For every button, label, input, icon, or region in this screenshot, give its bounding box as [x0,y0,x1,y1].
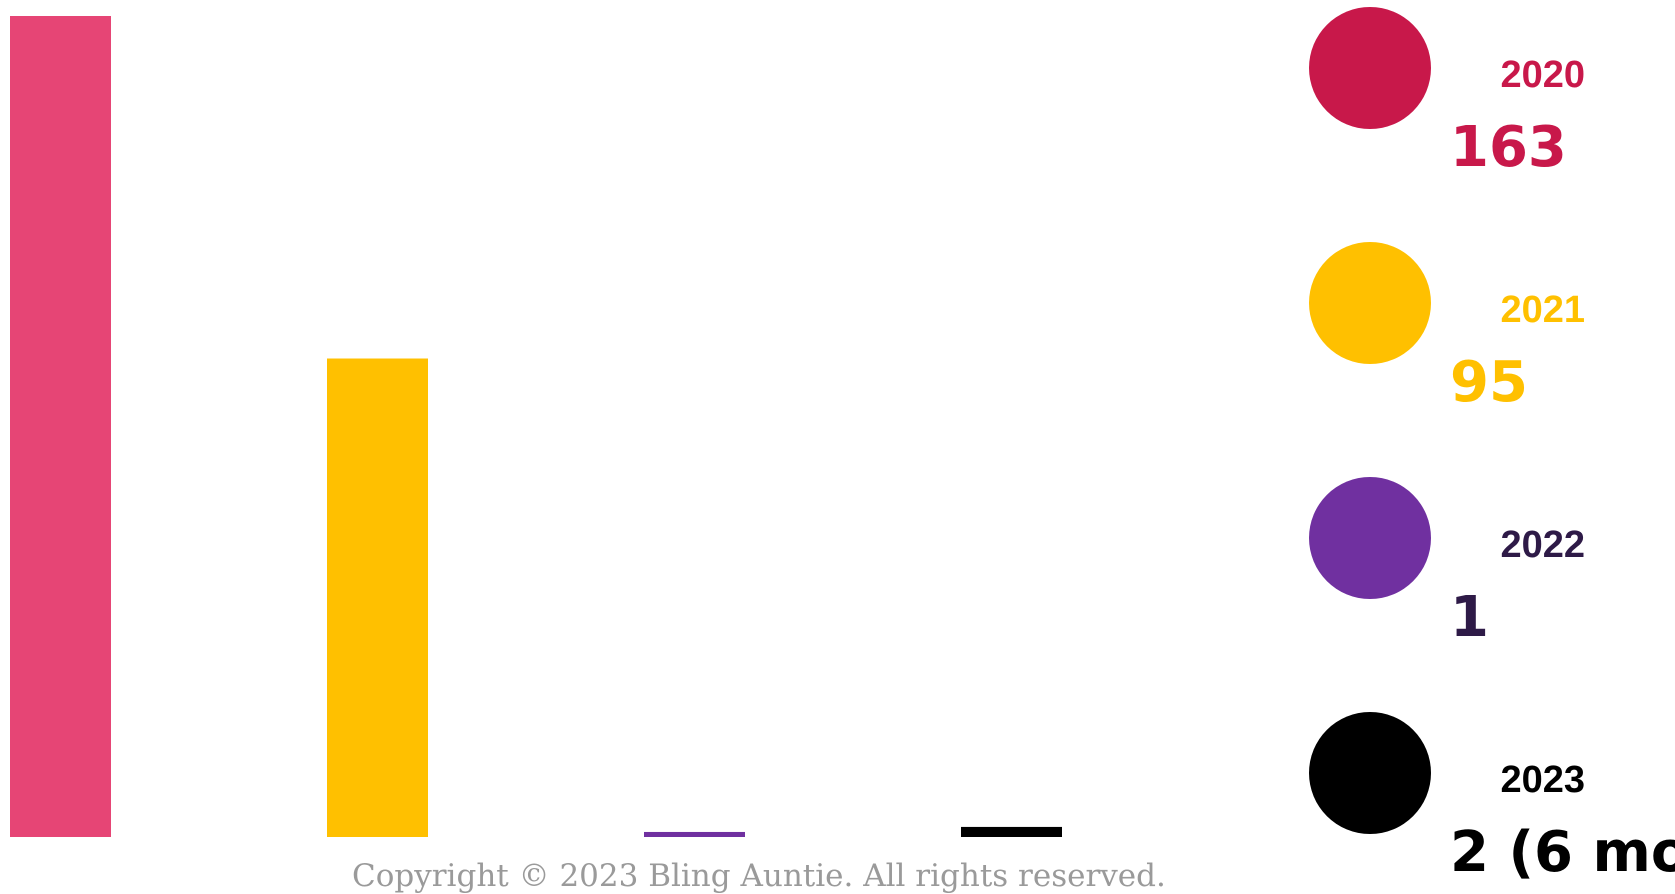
data-label-2022: 1 [1450,585,1489,650]
legend-marker-2023 [1309,712,1431,834]
legend-marker-2020 [1309,7,1431,129]
legend-year-2020: 2020 [1500,54,1585,96]
legend: 2020 163 2021 95 2022 1 2023 2 (6 mo) [1309,7,1675,885]
data-label-2020: 163 [1450,115,1567,180]
data-label-2021: 95 [1450,350,1528,415]
legend-year-2023: 2023 [1500,759,1585,801]
data-label-2023: 2 (6 mo) [1450,820,1675,885]
bar-2022 [644,831,745,837]
bars-group [10,16,1062,837]
bar-2020 [10,16,111,837]
legend-marker-2021 [1309,242,1431,364]
bar-2023 [961,826,1062,837]
legend-year-2021: 2021 [1500,289,1585,331]
bar-2021 [327,358,428,837]
copyright-text: Copyright © 2023 Bling Auntie. All right… [352,858,1166,894]
legend-year-2022: 2022 [1500,524,1585,566]
legend-marker-2022 [1309,477,1431,599]
